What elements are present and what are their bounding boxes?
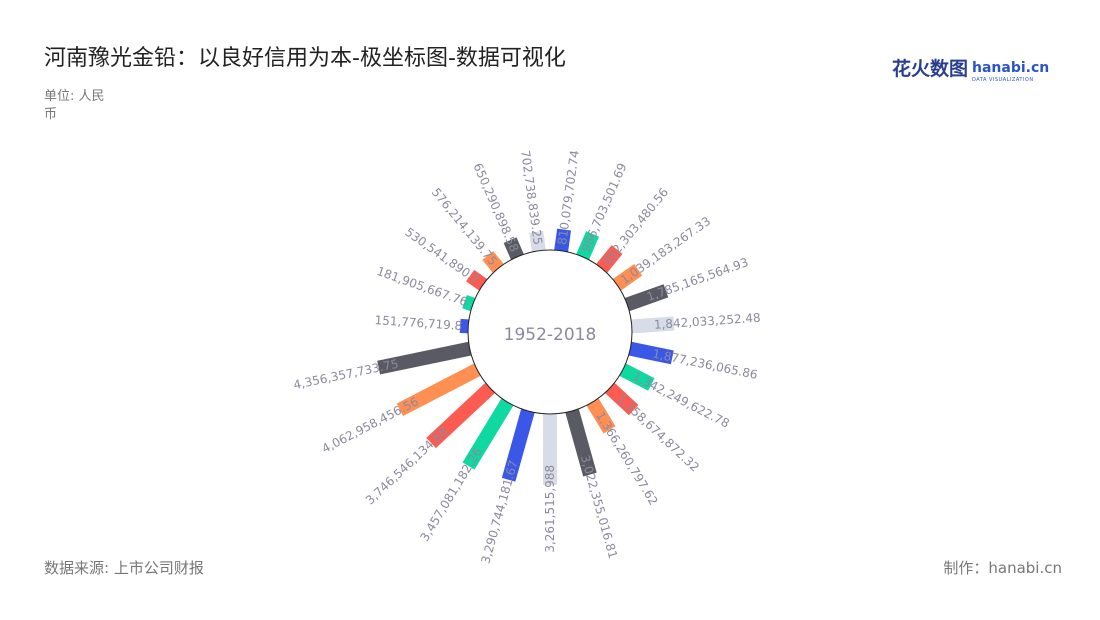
data-label: 3,290,744,181.67 [478,459,520,566]
data-label: 3,746,546,134.68 [363,424,451,507]
data-label: 1,877,236,065.86 [651,346,758,381]
bar[interactable] [553,228,572,254]
bar[interactable] [564,407,597,477]
page-title: 河南豫光金铅：以良好信用为本-极坐标图-数据可视化 [44,46,566,71]
logo: 花火数图 hanabi.cn DATA VISUALIZATION [892,58,1049,84]
bar[interactable] [377,341,474,375]
bar[interactable] [543,412,557,485]
data-label: 151,776,719.8 [374,313,463,333]
bar[interactable] [595,245,623,275]
bar[interactable] [396,362,483,416]
bar[interactable] [623,284,669,312]
logo-sub: DATA VISUALIZATION [972,77,1034,83]
bar[interactable] [501,407,536,482]
center-label: 1952-2018 [504,325,597,345]
bar[interactable] [626,341,674,365]
bar[interactable] [426,381,497,449]
logo-text: hanabi.cn DATA VISUALIZATION [972,58,1049,84]
data-label: 810,079,702.74 [555,149,582,245]
data-label: 1,842,033,252.48 [653,311,761,332]
bar[interactable] [617,362,655,391]
bar[interactable] [585,396,616,434]
unit-label: 单位: 人民币 [44,89,105,122]
logo-en: hanabi.cn [972,60,1050,76]
bar[interactable] [603,381,639,416]
bar[interactable] [611,264,643,292]
bar[interactable] [503,237,525,262]
data-source: 数据来源: 上市公司财报 [44,559,204,577]
data-label: 702,738,839.25 [518,149,545,245]
bar[interactable] [629,316,675,334]
data-label: 3,261,515,988 [543,465,557,553]
logo-cn: 花火数图 [892,58,969,80]
center-circle [467,249,633,415]
data-label: 3,022,355,016.81 [578,453,620,560]
data-label: 3,457,081,182.26 [417,445,484,544]
bar[interactable] [529,230,547,254]
data-label: 4,356,357,733.75 [292,357,399,392]
bar[interactable] [575,231,600,262]
maker-credit: 制作：hanabi.cn [943,559,1062,577]
bar[interactable] [462,396,515,470]
data-label: 4,062,958,456.56 [320,394,421,456]
